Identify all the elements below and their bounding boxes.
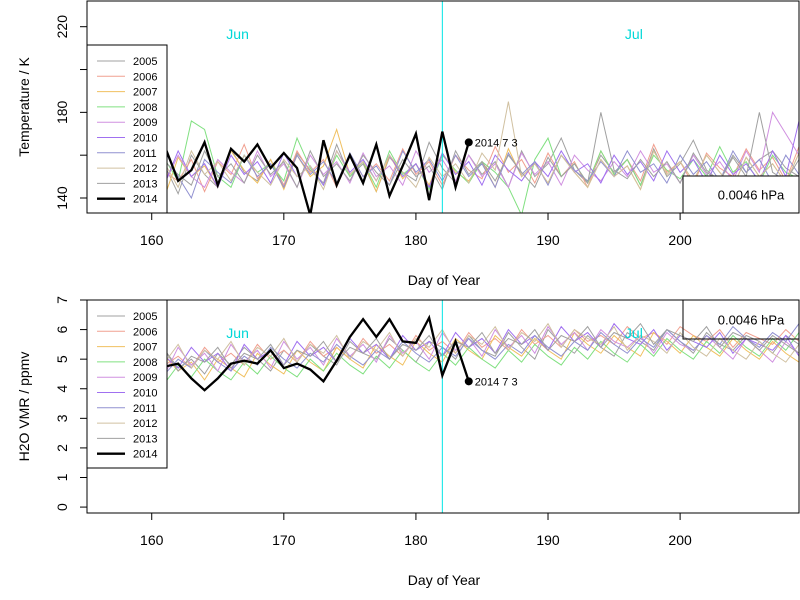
plot-frame bbox=[86, 299, 800, 514]
legend-label-2008: 2008 bbox=[133, 357, 157, 369]
series-line-2008 bbox=[98, 331, 799, 390]
x-tick-label: 200 bbox=[668, 532, 692, 548]
legend-label-2010: 2010 bbox=[133, 388, 157, 400]
y-tick-label: 3 bbox=[54, 414, 70, 422]
legend-label-2010: 2010 bbox=[133, 133, 157, 145]
month-label-jul: Jul bbox=[625, 325, 643, 341]
y-tick-label: 2 bbox=[54, 444, 70, 452]
series-line-2014 bbox=[163, 129, 470, 213]
pressure-label: 0.0046 hPa bbox=[718, 188, 785, 203]
y-tick-label: 6 bbox=[54, 325, 70, 333]
month-label-jul: Jul bbox=[625, 26, 643, 42]
y-tick-label: 7 bbox=[54, 296, 70, 304]
y-axis-title: Temperature / K bbox=[16, 57, 32, 157]
pressure-box bbox=[682, 175, 800, 214]
series-line-2012 bbox=[98, 322, 799, 372]
y-tick-label: 5 bbox=[54, 355, 70, 363]
legend-label-2005: 2005 bbox=[133, 311, 157, 323]
x-tick-label: 160 bbox=[140, 532, 164, 548]
legend-label-2013: 2013 bbox=[133, 178, 157, 190]
legend-label-2006: 2006 bbox=[133, 326, 157, 338]
x-axis-title: Day of Year bbox=[408, 572, 481, 588]
y-tick-label: 0 bbox=[54, 503, 70, 511]
legend-label-2007: 2007 bbox=[133, 342, 157, 354]
legend: 2005 2006 2007 2008 2009 2010 2011 2012 2013 2014 bbox=[86, 299, 168, 469]
x-tick-label: 190 bbox=[536, 232, 560, 248]
legend-label-2011: 2011 bbox=[133, 403, 157, 415]
legend-label-2007: 2007 bbox=[133, 87, 157, 99]
x-tick-label: 190 bbox=[536, 532, 560, 548]
legend-box bbox=[86, 44, 168, 214]
legend-box bbox=[86, 299, 168, 469]
series-line-2011 bbox=[98, 322, 799, 378]
current-point-label: 2014 7 3 bbox=[475, 376, 518, 388]
x-tick-label: 170 bbox=[272, 532, 296, 548]
x-tick-label: 180 bbox=[404, 532, 428, 548]
y-tick-label: 140 bbox=[54, 186, 70, 210]
x-tick-label: 170 bbox=[272, 232, 296, 248]
plot-area: Jun Jul 2014 7 3 bbox=[98, 1, 799, 213]
legend-label-2006: 2006 bbox=[133, 71, 157, 83]
series-line-2011 bbox=[98, 149, 799, 200]
legend-label-2014: 2014 bbox=[133, 449, 157, 461]
month-label-jun: Jun bbox=[226, 325, 249, 341]
pressure-label: 0.0046 hPa bbox=[718, 313, 785, 328]
series-line-2013 bbox=[98, 112, 799, 191]
current-point-marker bbox=[464, 138, 473, 147]
current-point-marker bbox=[464, 377, 473, 386]
y-axis-title: H2O VMR / ppmv bbox=[16, 352, 32, 462]
legend-label-2009: 2009 bbox=[133, 372, 157, 384]
y-tick-label: 4 bbox=[54, 385, 70, 393]
x-tick-label: 160 bbox=[140, 232, 164, 248]
pressure-box bbox=[682, 299, 800, 340]
legend-label-2013: 2013 bbox=[133, 433, 157, 445]
series-line-2014 bbox=[164, 314, 470, 392]
legend-label-2011: 2011 bbox=[133, 148, 157, 160]
month-label-jun: Jun bbox=[226, 26, 249, 42]
x-axis-title: Day of Year bbox=[408, 272, 481, 288]
series-line-2009 bbox=[98, 111, 799, 189]
x-tick-label: 180 bbox=[404, 232, 428, 248]
y-tick-label: 1 bbox=[54, 473, 70, 481]
plot-area: Jun Jul 2014 7 3 bbox=[98, 300, 799, 513]
x-tick-label: 200 bbox=[668, 232, 692, 248]
legend: 2005 2006 2007 2008 2009 2010 2011 2012 2013 2014 bbox=[86, 44, 168, 214]
legend-label-2009: 2009 bbox=[133, 117, 157, 129]
legend-label-2012: 2012 bbox=[133, 418, 157, 430]
legend-label-2008: 2008 bbox=[133, 102, 157, 114]
y-tick-label: 220 bbox=[54, 15, 70, 39]
panel-1: Jun Jul 2014 7 3 160 170 180 190 200 Day of Year… bbox=[16, 0, 800, 288]
y-tick-label: 180 bbox=[54, 100, 70, 124]
legend-label-2014: 2014 bbox=[133, 194, 157, 206]
legend-label-2005: 2005 bbox=[133, 56, 157, 68]
current-point-label: 2014 7 3 bbox=[475, 137, 518, 149]
legend-label-2012: 2012 bbox=[133, 163, 157, 175]
